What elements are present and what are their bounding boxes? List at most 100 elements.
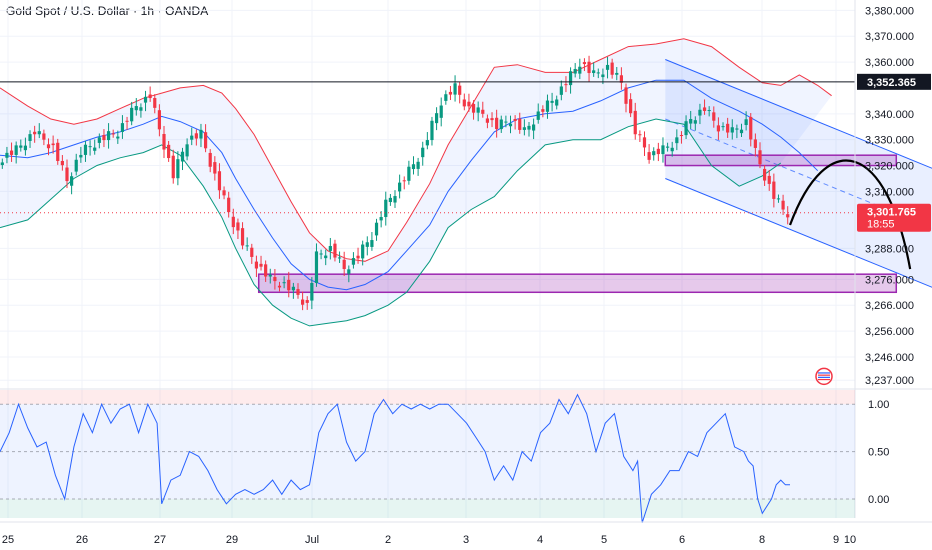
- zone-1: [257, 273, 898, 294]
- candle-body: [495, 117, 499, 130]
- candle-body: [148, 94, 152, 99]
- candle-body: [79, 154, 83, 158]
- candle-body: [264, 264, 268, 277]
- candle-body: [684, 121, 688, 136]
- candle-body: [134, 106, 138, 111]
- candle-body: [74, 159, 78, 172]
- time-tick-label: 27: [154, 534, 166, 546]
- candle-body: [203, 132, 208, 149]
- candle-body: [23, 145, 28, 151]
- zone-0: [664, 154, 898, 167]
- candle-body: [610, 62, 614, 75]
- price-tick-label: 3,330.000: [865, 135, 914, 147]
- candle-body: [296, 289, 300, 295]
- candle-body: [647, 152, 651, 160]
- candle-body: [471, 103, 476, 113]
- time-tick-label: 29: [226, 534, 238, 546]
- candle-body: [698, 109, 702, 116]
- candle-body: [513, 118, 517, 121]
- candle-body: [356, 255, 360, 259]
- candle-body: [139, 107, 143, 111]
- candle-body: [97, 137, 101, 143]
- candle-body: [559, 86, 563, 95]
- candle-body: [14, 145, 18, 155]
- time-tick-label: 4: [537, 534, 543, 546]
- candle-body: [499, 119, 503, 130]
- candle-body: [642, 137, 647, 148]
- time-tick-label: 9: [833, 534, 839, 546]
- candle-body: [120, 123, 125, 132]
- candle-body: [582, 62, 587, 65]
- time-tick-label: 5: [601, 534, 607, 546]
- candle-body: [776, 198, 781, 200]
- candle-body: [370, 240, 374, 247]
- candle-body: [83, 144, 88, 155]
- candle-body: [111, 133, 115, 135]
- candle-body: [448, 91, 453, 95]
- candle-body: [236, 222, 240, 231]
- candle-body: [712, 112, 716, 121]
- time-tick-label: 8: [759, 534, 765, 546]
- level-label-text: 3,352.365: [867, 77, 916, 89]
- candle-body: [508, 123, 513, 127]
- candle-body: [217, 171, 222, 191]
- candle-body: [411, 164, 416, 170]
- candle-body: [227, 197, 231, 213]
- candle-body: [689, 118, 693, 124]
- price-tick-label: 3,276.000: [865, 274, 914, 286]
- candle-body: [670, 147, 674, 152]
- candle-body: [51, 143, 55, 146]
- candle-body: [328, 245, 332, 251]
- price-tick-label: 3,360.000: [865, 57, 914, 69]
- candle-body: [476, 107, 480, 113]
- flag-icon-stripe: [818, 378, 830, 381]
- price-tick-label: 3,237.000: [865, 375, 914, 387]
- price-tick-label: 3,246.000: [865, 352, 914, 364]
- candle-body: [721, 126, 725, 128]
- candle-body: [749, 116, 753, 140]
- time-tick-label: 25: [2, 534, 14, 546]
- candle-body: [93, 147, 97, 151]
- candle-body: [638, 134, 642, 136]
- candle-body: [786, 214, 790, 218]
- candle-body: [37, 131, 41, 135]
- time-tick-label: 2: [385, 534, 391, 546]
- candle-body: [301, 299, 305, 305]
- candle-body: [351, 258, 356, 265]
- candle-body: [277, 285, 282, 288]
- candle-body: [9, 150, 14, 155]
- candle-body: [361, 244, 365, 259]
- candle-body: [259, 263, 263, 267]
- candle-body: [337, 257, 342, 259]
- candle-body: [231, 216, 235, 228]
- candle-body: [758, 150, 762, 165]
- flag-icon-stripe: [818, 372, 830, 374]
- candle-body: [693, 120, 697, 124]
- candle-body: [518, 118, 522, 130]
- candle-body: [555, 99, 559, 106]
- candle-body: [222, 190, 226, 196]
- last-price-label-text: 3,301.765: [867, 207, 916, 219]
- price-tick-label: 3,288.000: [865, 243, 914, 255]
- candle-body: [665, 146, 670, 148]
- candle-body: [342, 259, 346, 270]
- candle-body: [490, 118, 494, 121]
- candle-body: [550, 100, 554, 103]
- candle-body: [379, 217, 383, 221]
- candle-body: [310, 282, 314, 301]
- candle-body: [485, 118, 490, 123]
- price-tick-label: 3,256.000: [865, 326, 914, 338]
- candle-body: [568, 71, 573, 86]
- candle-body: [453, 83, 457, 95]
- candle-body: [753, 139, 757, 148]
- candle-body: [171, 155, 175, 179]
- candle-body: [781, 200, 785, 210]
- price-tick-label: 3,340.000: [865, 109, 914, 121]
- candle-body: [661, 145, 665, 155]
- candle-body: [596, 72, 600, 74]
- candle-body: [462, 99, 466, 107]
- candle-body: [735, 128, 739, 130]
- candle-body: [504, 121, 508, 123]
- us-flag-icon: [815, 367, 833, 386]
